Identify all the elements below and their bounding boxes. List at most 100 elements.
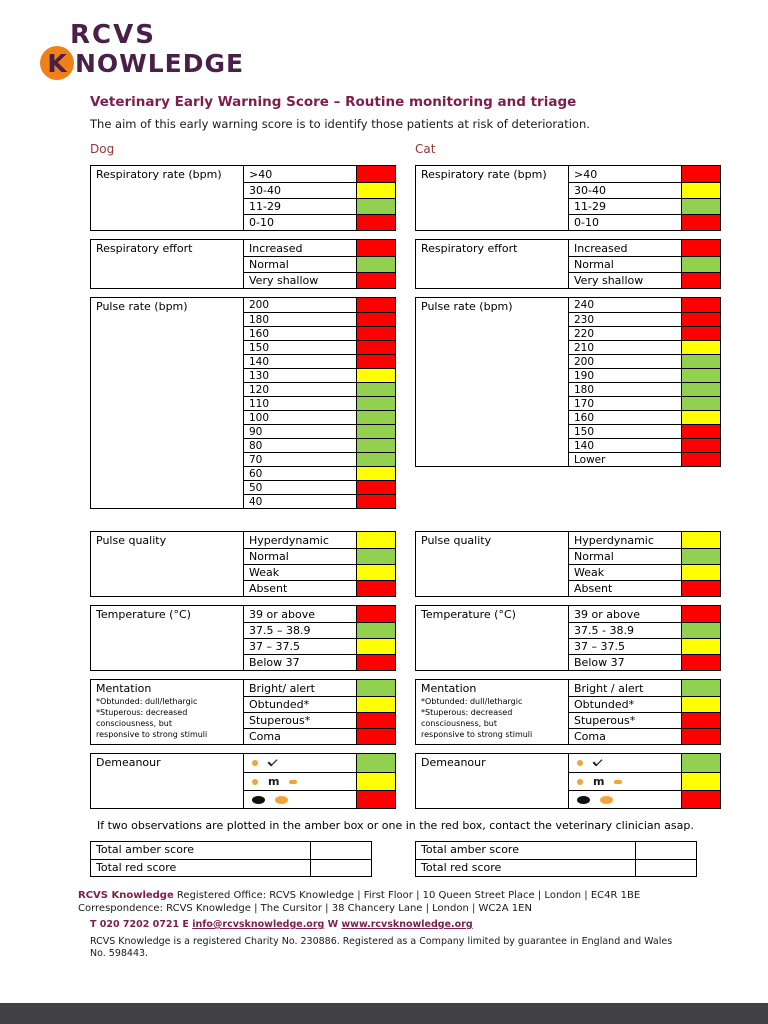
score-swatch-amber bbox=[682, 773, 720, 790]
logo-knowledge-text: NOWLEDGE bbox=[75, 48, 245, 78]
score-swatch-red bbox=[357, 606, 395, 622]
score-row-value: Normal bbox=[244, 257, 357, 272]
score-swatch-green bbox=[357, 453, 395, 466]
escalation-note: If two observations are plotted in the a… bbox=[97, 819, 694, 832]
score-row-value: Very shallow bbox=[569, 273, 682, 288]
score-row-value: Hyperdynamic bbox=[244, 532, 357, 548]
score-swatch-amber bbox=[682, 565, 720, 580]
score-row: 170 bbox=[569, 396, 720, 410]
score-swatch-red bbox=[357, 166, 395, 182]
table-label-note: responsive to strong stimuli bbox=[96, 729, 208, 739]
score-swatch-red bbox=[357, 273, 395, 288]
table-label-cell: Pulse rate (bpm) bbox=[416, 298, 569, 466]
score-swatch-red bbox=[357, 481, 395, 494]
score-row: 130 bbox=[244, 368, 395, 382]
score-row-value: 200 bbox=[569, 355, 682, 368]
score-row-value: 200 bbox=[244, 298, 357, 312]
score-swatch-green bbox=[682, 680, 720, 696]
footer-registered-office: RCVS Knowledge Registered Office: RCVS K… bbox=[78, 889, 738, 902]
oval-shape bbox=[577, 795, 590, 804]
score-row-value: 140 bbox=[244, 355, 357, 368]
score-row: Below 37 bbox=[569, 654, 720, 670]
table-rows: 39 or above 37.5 - 38.9 37 – 37.5 Below 37 bbox=[569, 606, 720, 670]
score-table-respiratory-rate-dog: Respiratory rate (bpm) >40 30-40 11-29 0-10 bbox=[90, 165, 396, 231]
score-row: 160 bbox=[244, 326, 395, 340]
score-row: 0-10 bbox=[244, 214, 395, 230]
score-swatch-green bbox=[357, 257, 395, 272]
score-row: Coma bbox=[569, 728, 720, 744]
table-label-cell: Mentation *Obtunded: dull/lethargic *Stupe… bbox=[416, 680, 569, 744]
logo-k-letter: K bbox=[47, 48, 67, 78]
table-label: Mentation bbox=[96, 682, 152, 695]
score-swatch-red bbox=[357, 655, 395, 670]
score-row: Lower bbox=[569, 452, 720, 466]
score-row-value: 110 bbox=[244, 397, 357, 410]
table-label-cell: Pulse rate (bpm) bbox=[91, 298, 244, 508]
email-link[interactable]: info@rcvsknowledge.org bbox=[192, 919, 325, 930]
score-tables-grid: Dog Respiratory rate (bpm) >40 30-40 11-29 0-… bbox=[90, 142, 768, 809]
score-row: 120 bbox=[244, 382, 395, 396]
score-table-temperature-cat: Temperature (°C) 39 or above 37.5 - 38.9 37… bbox=[415, 605, 721, 671]
score-swatch-red bbox=[682, 240, 720, 256]
table-label: Pulse rate (bpm) bbox=[421, 300, 513, 313]
score-swatch-green bbox=[682, 754, 720, 772]
score-row-value: Increased bbox=[569, 240, 682, 256]
score-row-value: 190 bbox=[569, 369, 682, 382]
score-row: 40 bbox=[244, 494, 395, 508]
score-row bbox=[244, 790, 395, 808]
oval-shape bbox=[252, 795, 265, 804]
table-rows: >40 30-40 11-29 0-10 bbox=[569, 166, 720, 230]
score-row-value: Weak bbox=[244, 565, 357, 580]
score-row-value: Absent bbox=[569, 581, 682, 596]
score-row: 11-29 bbox=[244, 198, 395, 214]
score-row: 37 – 37.5 bbox=[569, 638, 720, 654]
score-swatch-red bbox=[357, 791, 395, 808]
score-swatch-red bbox=[357, 327, 395, 340]
table-label-cell: Respiratory effort bbox=[416, 240, 569, 288]
table-label-note: *Obtunded: dull/lethargic bbox=[421, 696, 523, 706]
score-row-value: 100 bbox=[244, 411, 357, 424]
table-rows: Bright/ alert Obtunded* Stuperous* Coma bbox=[244, 680, 395, 744]
score-row-value: 50 bbox=[244, 481, 357, 494]
score-row: 11-29 bbox=[569, 198, 720, 214]
score-row-value: >40 bbox=[569, 166, 682, 182]
score-table-pulse-rate-cat: Pulse rate (bpm) 240 230 220 210 200 190 180 170… bbox=[415, 297, 721, 467]
score-row-value bbox=[569, 791, 682, 808]
score-row-value: 11-29 bbox=[244, 199, 357, 214]
score-row-value: m bbox=[569, 773, 682, 790]
total-amber-label: Total amber score bbox=[416, 842, 636, 859]
score-row: Absent bbox=[244, 580, 395, 596]
footer-correspondence: Correspondence: RCVS Knowledge | The Cur… bbox=[78, 903, 532, 914]
logo-knowledge-row: K NOWLEDGE bbox=[40, 46, 260, 80]
total-red-value-dog bbox=[311, 860, 371, 876]
letter-m-shape: m bbox=[268, 774, 280, 788]
table-label-cell: Respiratory rate (bpm) bbox=[91, 166, 244, 230]
score-row-value: 70 bbox=[244, 453, 357, 466]
totals-section: Total amber score Total red score Total … bbox=[90, 841, 768, 877]
totals-table-dog: Total amber score Total red score bbox=[90, 841, 372, 877]
logo-rcvs-text: RCVS bbox=[70, 20, 156, 50]
table-label-cell: Temperature (°C) bbox=[416, 606, 569, 670]
score-swatch-red bbox=[357, 581, 395, 596]
score-swatch-red bbox=[682, 439, 720, 452]
score-row: 220 bbox=[569, 326, 720, 340]
score-row-value: Normal bbox=[244, 549, 357, 564]
score-swatch-red bbox=[682, 298, 720, 312]
score-row bbox=[569, 790, 720, 808]
score-row-value: Hyperdynamic bbox=[569, 532, 682, 548]
dot-shape bbox=[577, 778, 583, 785]
score-row: 80 bbox=[244, 438, 395, 452]
table-rows: Hyperdynamic Normal Weak Absent bbox=[244, 532, 395, 596]
score-swatch-green bbox=[682, 397, 720, 410]
score-row-value: 30-40 bbox=[244, 183, 357, 198]
score-row: 160 bbox=[569, 410, 720, 424]
score-swatch-green bbox=[682, 623, 720, 638]
score-row: Weak bbox=[569, 564, 720, 580]
totals-table-cat: Total amber score Total red score bbox=[415, 841, 697, 877]
footer-web-label: W bbox=[324, 919, 342, 930]
score-row-value: 37 – 37.5 bbox=[569, 639, 682, 654]
website-link[interactable]: www.rcvsknowledge.org bbox=[341, 919, 473, 930]
table-label: Respiratory rate (bpm) bbox=[96, 168, 222, 181]
score-row: Bright/ alert bbox=[244, 680, 395, 696]
